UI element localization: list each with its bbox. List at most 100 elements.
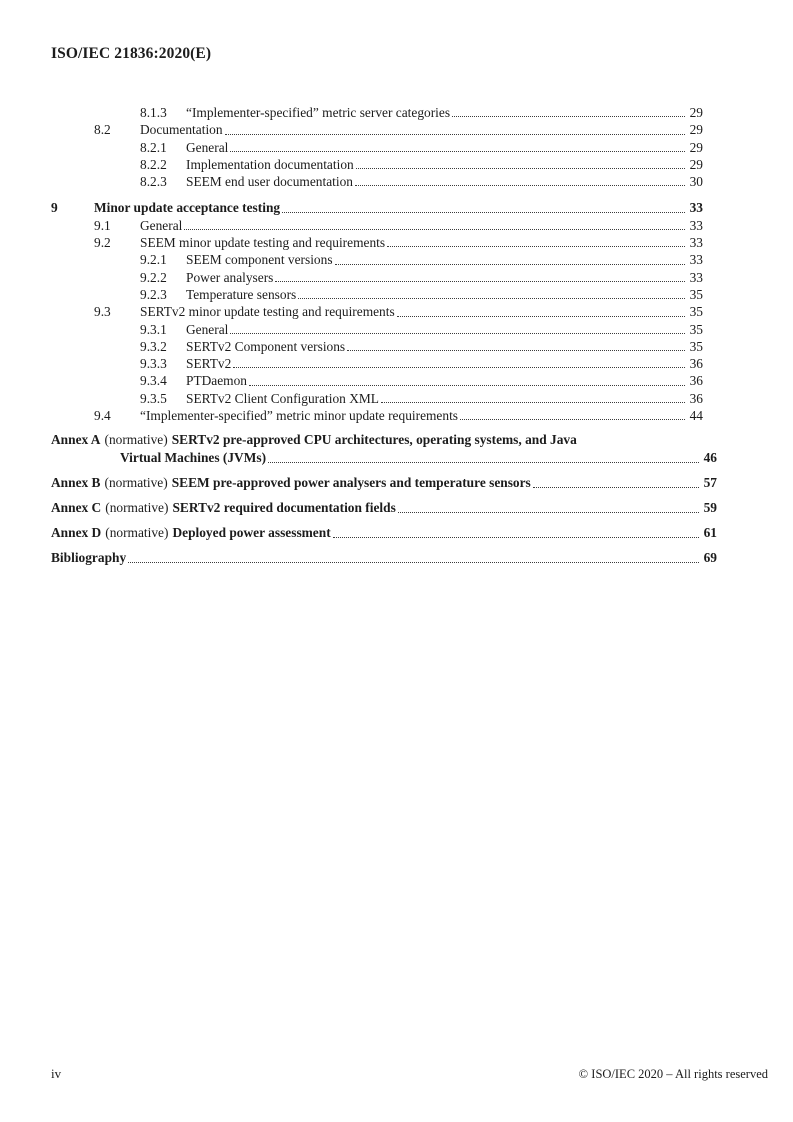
toc-entry-title: SERTv2 required documentation fields — [172, 500, 396, 516]
toc-entry[interactable]: 9.2.2 Power analysers 33 — [51, 269, 717, 286]
dot-leader — [460, 419, 685, 421]
toc-entry-title: SERTv2 minor update testing and requirem… — [140, 304, 395, 320]
toc-entry-page: 57 — [703, 475, 717, 491]
toc-entry-number: 9.3.5 — [140, 390, 167, 406]
toc-entry-page: 33 — [689, 235, 703, 251]
toc-entry-page: 61 — [703, 525, 717, 541]
toc-entry-title: Minor update acceptance testing — [94, 200, 281, 216]
toc-entry-number: 9.3.4 — [140, 373, 167, 389]
toc-entry-page: 59 — [703, 500, 717, 516]
toc-entry-title: PTDaemon — [186, 373, 247, 389]
table-of-contents: 8.1.3 “Implementer-specified” metric serv… — [51, 104, 717, 567]
toc-entry[interactable]: 9.3.3 SERTv2 36 — [51, 355, 717, 372]
toc-entry-page: 36 — [689, 373, 703, 389]
dot-leader — [128, 562, 699, 564]
toc-entry-label: Annex B — [51, 475, 101, 491]
toc-entry-title: Power analysers — [186, 269, 274, 285]
dot-leader — [387, 246, 685, 248]
toc-entry-number: 9.4 — [94, 408, 111, 424]
toc-entry[interactable]: 8.1.3 “Implementer-specified” metric serv… — [51, 104, 717, 121]
toc-entry-number: 8.2.3 — [140, 174, 167, 190]
toc-entry[interactable]: 8.2.3 SEEM end user documentation 30 — [51, 173, 717, 190]
toc-entry-page: 35 — [689, 304, 703, 320]
toc-entry[interactable]: Annex D (normative) Deployed power assessm… — [51, 524, 717, 542]
toc-entry-label: Bibliography — [51, 550, 127, 566]
toc-entry-label: Annex A — [51, 432, 101, 448]
toc-entry[interactable]: 9.3.4 PTDaemon 36 — [51, 372, 717, 389]
toc-entry-page: 35 — [689, 286, 703, 302]
dot-leader — [275, 280, 685, 282]
toc-entry-number: 9.2.3 — [140, 286, 167, 302]
toc-entry[interactable]: 9.3.5 SERTv2 Client Configuration XML 36 — [51, 390, 717, 407]
toc-entry-title: SEEM pre-approved power analysers and te… — [171, 475, 531, 491]
toc-entry-number: 9.1 — [94, 217, 111, 233]
toc-entry[interactable]: 9.3 SERTv2 minor update testing and requi… — [51, 303, 717, 320]
toc-entry-number: 9.2.1 — [140, 252, 167, 268]
toc-entry-title: SERTv2 pre-approved CPU architectures, o… — [171, 432, 577, 448]
toc-entry-title: Documentation — [140, 122, 223, 138]
dot-leader — [230, 150, 685, 152]
toc-entry-title: SEEM minor update testing and requiremen… — [140, 235, 386, 251]
toc-entry[interactable]: 9.3.1 General 35 — [51, 321, 717, 338]
toc-entry-number: 9.2.2 — [140, 269, 167, 285]
toc-entry-page: 36 — [689, 390, 703, 406]
dot-leader — [184, 229, 685, 231]
toc-entry[interactable]: 8.2.2 Implementation documentation 29 — [51, 156, 717, 173]
dot-leader — [332, 537, 699, 539]
dot-leader — [354, 185, 685, 187]
toc-entry-number: 9.3.3 — [140, 356, 167, 372]
dot-leader — [233, 367, 685, 369]
toc-entry-page: 69 — [703, 550, 717, 566]
toc-entry-page: 33 — [689, 252, 703, 268]
toc-entry-number: 8.2.1 — [140, 139, 167, 155]
toc-entry-title: Deployed power assessment — [172, 525, 331, 541]
toc-entry-number: 9.3.1 — [140, 321, 167, 337]
toc-entry-page: 33 — [689, 269, 703, 285]
toc-entry-page: 36 — [689, 356, 703, 372]
toc-entry-page: 33 — [689, 200, 703, 216]
toc-entry-page: 29 — [689, 122, 703, 138]
toc-entry-title: Temperature sensors — [186, 286, 297, 302]
toc-entry[interactable]: 9.1 General 33 — [51, 217, 717, 234]
toc-entry-qualifier: (normative) — [105, 500, 169, 516]
dot-leader — [347, 350, 685, 352]
toc-entry-number: 8.2 — [94, 122, 111, 138]
toc-entry-title: Implementation documentation — [186, 156, 354, 172]
toc-entry-title: SERTv2 Component versions — [186, 338, 346, 354]
toc-entry[interactable]: 9.2.3 Temperature sensors 35 — [51, 286, 717, 303]
toc-entry-page: 46 — [703, 450, 717, 466]
toc-entry[interactable]: 9.4 “Implementer-specified” metric minor … — [51, 407, 717, 424]
toc-entry-page: 35 — [689, 338, 703, 354]
dot-leader — [268, 462, 699, 464]
dot-leader — [532, 487, 699, 489]
dot-leader — [249, 384, 685, 386]
toc-entry[interactable]: 9 Minor update acceptance testing 33 — [51, 199, 717, 216]
toc-entry-title: General — [186, 139, 229, 155]
toc-entry[interactable]: 8.2 Documentation 29 — [51, 121, 717, 138]
page-footer: iv © ISO/IEC 2020 – All rights reserved — [51, 1066, 768, 1082]
dot-leader — [334, 263, 685, 265]
toc-entry-number: 9.2 — [94, 235, 111, 251]
toc-entry-number: 9.3 — [94, 304, 111, 320]
toc-entry[interactable]: Annex A (normative) SERTv2 pre-approved CP… — [51, 431, 717, 467]
toc-entry[interactable]: Bibliography 69 — [51, 549, 717, 567]
toc-entry-title: SERTv2 Client Configuration XML — [186, 390, 379, 406]
toc-entry-title: “Implementer-specified” metric minor upd… — [140, 408, 458, 424]
toc-entry[interactable]: 9.2.1 SEEM component versions 33 — [51, 251, 717, 268]
toc-entry-title: “Implementer-specified” metric server ca… — [186, 105, 451, 120]
toc-entry-page: 29 — [689, 105, 703, 120]
toc-entry-number: 9.3.2 — [140, 338, 167, 354]
toc-entry-page: 30 — [689, 174, 703, 190]
toc-entry[interactable]: 9.2 SEEM minor update testing and require… — [51, 234, 717, 251]
toc-entry[interactable]: 9.3.2 SERTv2 Component versions 35 — [51, 338, 717, 355]
dot-leader — [355, 168, 685, 170]
toc-entry-number: 9 — [51, 200, 58, 216]
toc-entry-qualifier: (normative) — [104, 432, 168, 448]
toc-entry[interactable]: Annex B (normative) SEEM pre-approved powe… — [51, 474, 717, 492]
toc-entry-page: 33 — [689, 217, 703, 233]
toc-entry[interactable]: Annex C (normative) SERTv2 required docume… — [51, 499, 717, 517]
dot-leader — [396, 315, 685, 317]
toc-entry[interactable]: 8.2.1 General 29 — [51, 139, 717, 156]
toc-entry-title: SEEM component versions — [186, 252, 333, 268]
